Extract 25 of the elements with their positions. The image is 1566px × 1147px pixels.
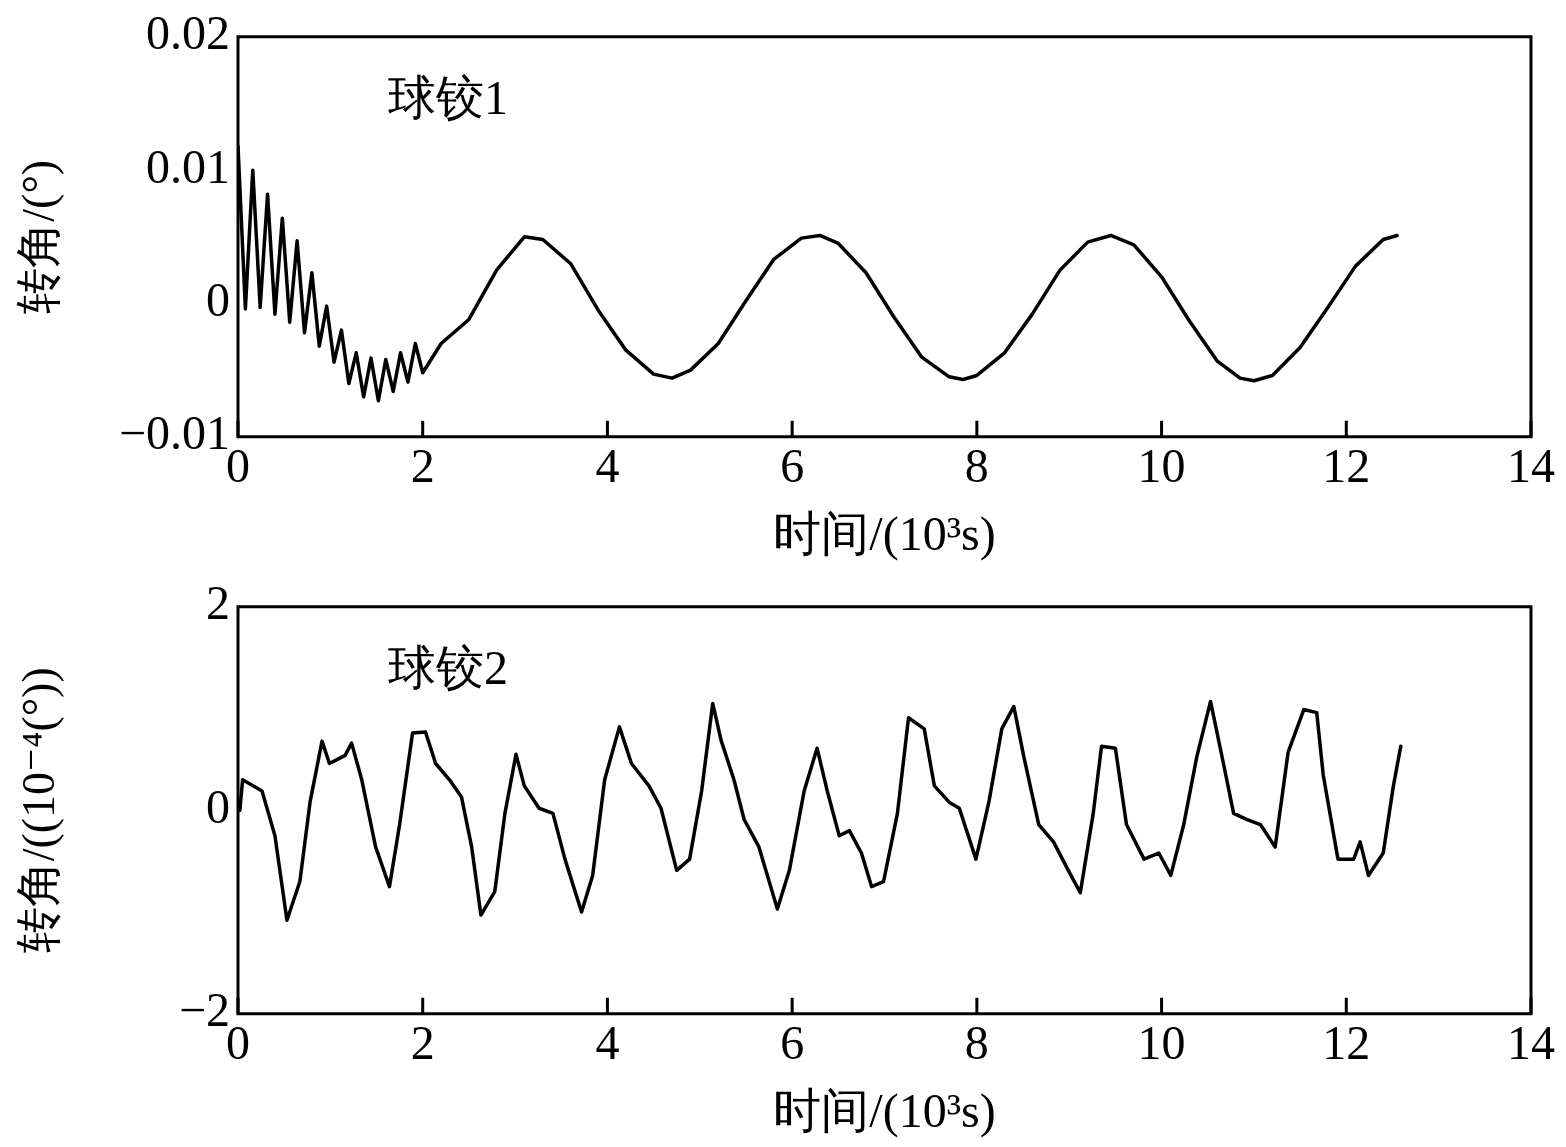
x-tick-label: 4: [595, 1016, 620, 1070]
x-tick-label: 6: [780, 1016, 805, 1070]
x-tick-label: 12: [1322, 1016, 1371, 1070]
annotation: 球铰1: [388, 71, 508, 125]
x-tick-label: 12: [1322, 439, 1371, 493]
y-axis-title: 转角/((10⁻⁴(°)): [12, 667, 64, 954]
x-tick-label: 10: [1137, 1016, 1186, 1070]
x-tick-label: 2: [410, 439, 435, 493]
y-tick-label: 0: [206, 273, 230, 327]
y-tick-label: 2: [206, 576, 230, 630]
y-axis-title: 转角/(°): [12, 159, 64, 314]
x-tick-label: 8: [964, 1016, 989, 1070]
y-tick-label: 0.01: [146, 139, 230, 193]
x-tick-label: 14: [1507, 1016, 1555, 1070]
x-axis-title: 时间/(10³s): [773, 506, 996, 561]
x-tick-label: 2: [410, 1016, 435, 1070]
y-tick-label: 0: [206, 779, 230, 833]
annotation: 球铰2: [388, 641, 508, 695]
x-tick-label: 14: [1507, 439, 1555, 493]
x-axis-title: 时间/(10³s): [773, 1083, 996, 1138]
x-tick-label: 4: [595, 439, 620, 493]
y-tick-label: 0.02: [146, 6, 230, 60]
x-tick-label: 6: [780, 439, 805, 493]
x-tick-label: 8: [964, 439, 989, 493]
x-tick-label: 10: [1137, 439, 1186, 493]
